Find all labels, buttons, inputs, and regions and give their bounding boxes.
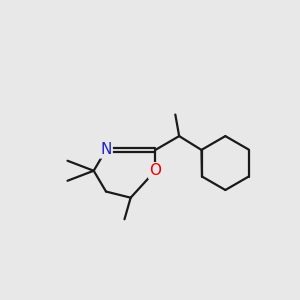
Text: N: N: [100, 142, 112, 158]
Text: O: O: [149, 163, 161, 178]
